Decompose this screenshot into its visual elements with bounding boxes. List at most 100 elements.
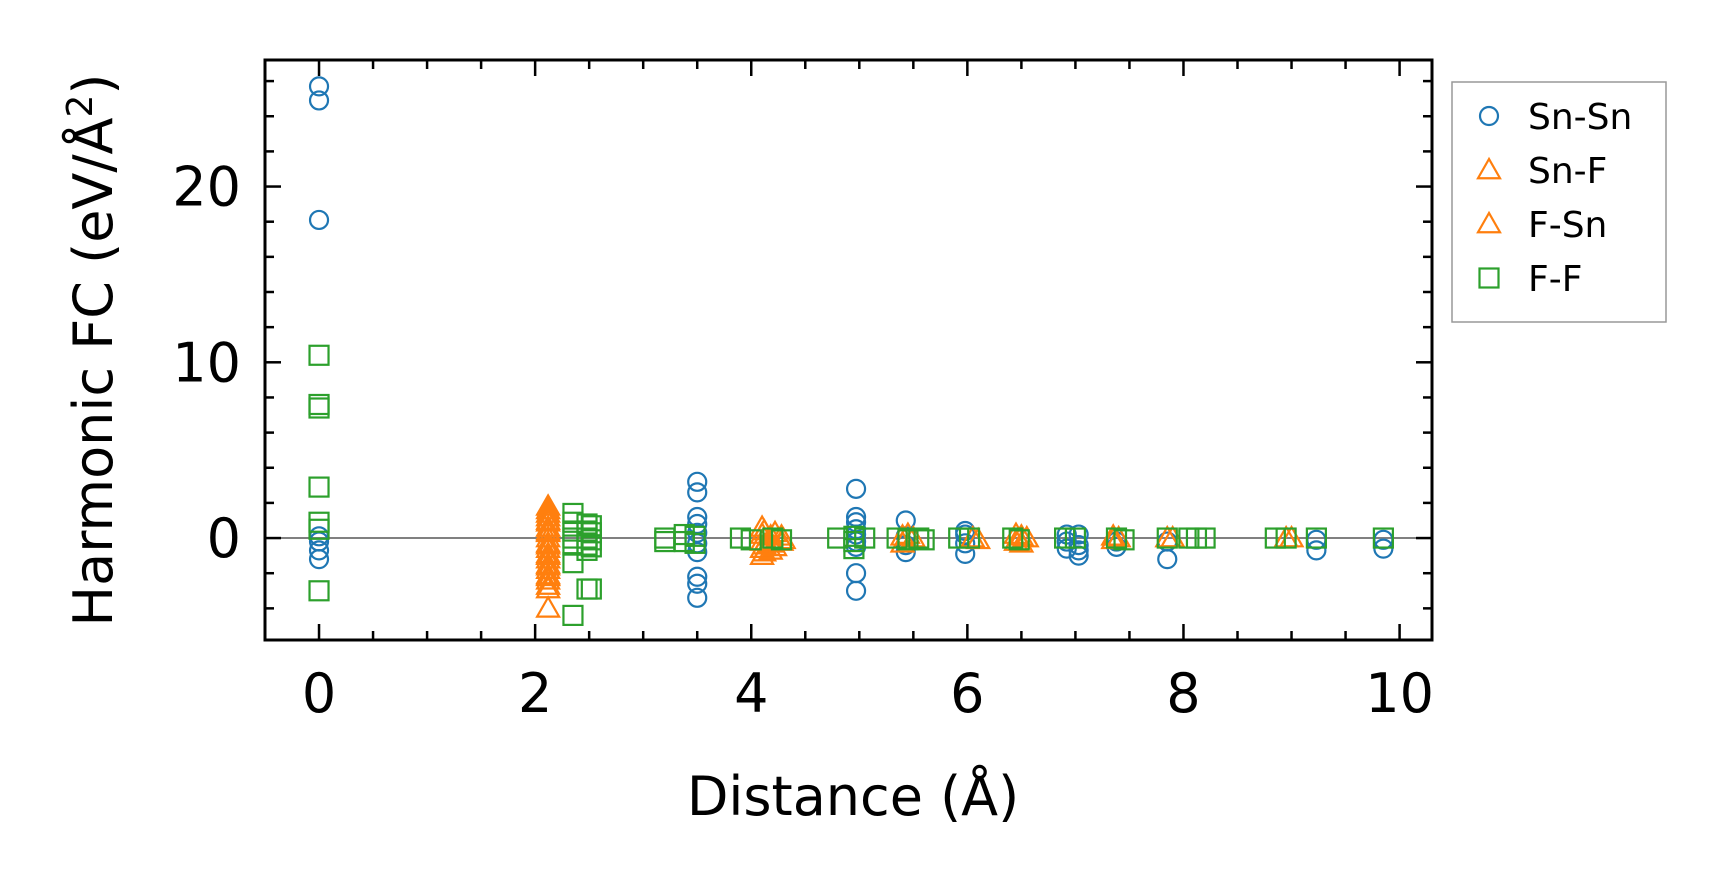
data-point <box>886 527 908 549</box>
data-point <box>684 532 706 554</box>
data-point <box>535 507 562 530</box>
x-tick-label: 8 <box>1166 662 1200 725</box>
x-tick-label: 2 <box>518 662 552 725</box>
data-point <box>308 397 330 419</box>
y-tick-label: 20 <box>172 156 241 219</box>
data-point <box>1008 530 1035 553</box>
data-point <box>562 604 584 626</box>
data-point <box>580 536 602 558</box>
data-point <box>1372 527 1394 549</box>
data-point <box>948 527 970 549</box>
data-point <box>770 526 797 550</box>
data-point <box>562 552 584 574</box>
legend-box <box>1451 81 1667 323</box>
data-point <box>897 529 919 551</box>
data-point <box>308 344 330 366</box>
legend-label: F-F <box>1528 259 1582 300</box>
y-tick-label: 10 <box>172 331 241 394</box>
data-point <box>1068 524 1089 545</box>
x-tick-label: 10 <box>1365 662 1434 725</box>
data-point <box>1113 529 1135 551</box>
legend-marker <box>1478 267 1500 289</box>
legend-entry: F-Sn <box>1476 205 1607 246</box>
data-point <box>673 530 695 553</box>
data-point <box>1064 527 1087 549</box>
data-point <box>687 471 708 492</box>
data-point <box>308 549 330 570</box>
data-point <box>1008 529 1030 551</box>
data-point <box>740 529 762 551</box>
data-point <box>1305 527 1327 549</box>
data-point <box>308 76 330 97</box>
data-point <box>308 209 330 231</box>
data-point <box>900 524 927 548</box>
legend-label: Sn-F <box>1528 151 1607 192</box>
series-f-f <box>308 344 1394 626</box>
data-point <box>308 580 330 602</box>
data-point <box>1068 534 1089 556</box>
data-point <box>308 540 330 561</box>
axes-layer: 0 2 4 6 8 10 0 10 20 <box>172 58 1434 725</box>
data-point <box>955 533 976 554</box>
y-axis-label-main: Harmonic FC (eV/Å <box>61 117 125 626</box>
data-point <box>1159 524 1186 548</box>
data-point <box>1002 527 1024 549</box>
data-point <box>535 563 562 587</box>
data-point <box>687 482 708 503</box>
legend-entry: F-F <box>1478 259 1582 300</box>
data-point <box>1068 540 1089 561</box>
data-point <box>535 493 562 516</box>
data-point <box>308 518 330 540</box>
data-point <box>1105 524 1132 548</box>
data-point <box>535 517 562 541</box>
legend-label: F-Sn <box>1528 205 1607 246</box>
data-point <box>308 476 330 498</box>
data-point <box>770 529 793 551</box>
legend-marker <box>1476 156 1502 180</box>
x-axis-label: Distance (Å) <box>687 764 1019 828</box>
data-point <box>845 478 867 499</box>
data-point <box>729 527 752 549</box>
legend-label: Sn-Sn <box>1528 97 1632 138</box>
y-axis-label: Harmonic FC (eV/Å2) <box>60 74 126 627</box>
y-axis-label-close: ) <box>62 74 125 95</box>
data-point <box>1264 527 1286 549</box>
x-tick-label: 6 <box>950 662 984 725</box>
plot-frame <box>263 58 1434 642</box>
data-point <box>1194 527 1216 549</box>
data-point <box>895 521 921 544</box>
y-axis-label-exponent: 2 <box>60 95 101 118</box>
data-point <box>1105 527 1128 549</box>
legend: Sn-Sn Sn-F F-Sn F-F <box>1451 81 1667 323</box>
data-point <box>751 538 778 562</box>
data-point <box>535 567 562 590</box>
data-point <box>908 527 930 549</box>
data-point <box>580 578 602 600</box>
y-tick-label: 0 <box>207 507 241 570</box>
data-point <box>845 580 867 601</box>
legend-entry: Sn-F <box>1476 151 1607 192</box>
data-point <box>1275 527 1297 549</box>
data-point <box>535 552 562 576</box>
data-point <box>913 529 935 551</box>
data-layer <box>265 76 1432 626</box>
data-point <box>535 595 562 618</box>
data-point <box>1157 549 1178 570</box>
data-point <box>308 90 330 111</box>
data-point <box>1156 527 1178 549</box>
data-point <box>1306 540 1327 561</box>
x-tick-label: 4 <box>734 662 768 725</box>
data-point <box>762 533 788 557</box>
data-point <box>854 527 876 549</box>
data-point <box>1054 527 1076 549</box>
data-point <box>958 527 981 549</box>
legend-marker <box>1476 210 1502 234</box>
data-point <box>1278 524 1305 548</box>
data-point <box>687 587 708 608</box>
data-point <box>955 543 976 564</box>
data-point <box>687 566 708 587</box>
data-point <box>687 573 708 594</box>
legend-entry: Sn-Sn <box>1478 97 1632 138</box>
x-tick-label: 0 <box>302 662 336 725</box>
